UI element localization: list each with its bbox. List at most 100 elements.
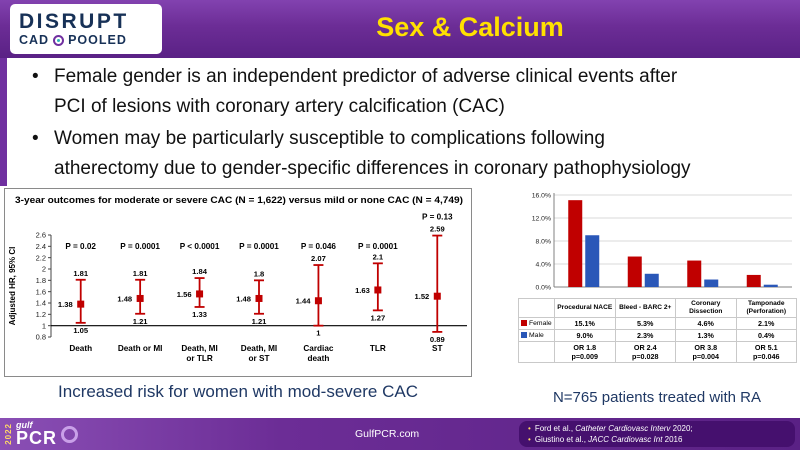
hr-marker — [314, 297, 322, 305]
left-accent-strip — [0, 58, 7, 186]
bullet-text-line: Women may be particularly susceptible to… — [54, 128, 605, 149]
bar-chart-figure: 16.0% 12.0% 8.0% 4.0% 0.0% Procedural NACE Bl… — [518, 189, 797, 363]
y-tick-label: 1.2 — [36, 310, 46, 319]
odds-ratio-cell: OR 3.8 p=0.004 — [675, 340, 737, 363]
category-header-cell: Tamponade (Perforation) — [735, 298, 797, 318]
bullet-list: Female gender is an independent predicto… — [30, 62, 792, 186]
logo-year-text: 2022 — [4, 423, 13, 445]
value-cell: 4.6% — [675, 316, 737, 330]
value-cell: 2.1% — [735, 316, 797, 330]
y-tick-label: 1.8 — [36, 276, 46, 285]
y-tick-label: 2.6 — [36, 231, 46, 240]
p-value-label: P = 0.13 — [422, 213, 453, 222]
category-label: Death, MI — [181, 344, 217, 353]
ci-upper-label: 2.1 — [373, 252, 384, 261]
ci-lower-label: 1 — [316, 329, 321, 338]
value-cell: 1.3% — [675, 328, 737, 342]
y-tick-label: 16.0% — [532, 192, 551, 199]
bullet-text-line: PCI of lesions with coronary artery calc… — [54, 96, 505, 117]
y-tick-label: 0.8 — [36, 333, 46, 342]
reference-journal: JACC Cardiovasc Int — [588, 435, 663, 444]
category-label: ST — [432, 344, 442, 353]
legend-swatch-icon — [521, 320, 527, 327]
odds-ratio-cell: OR 1.8 p=0.009 — [554, 340, 616, 363]
bar-chart-data-table-wrap: Procedural NACE Bleed - BARC 2+ Coronary D… — [518, 298, 797, 363]
bullet-text-line: Female gender is an independent predicto… — [54, 66, 678, 87]
logo-cad-text: CAD — [19, 33, 50, 48]
hr-marker — [196, 290, 204, 298]
male-bar — [704, 279, 719, 287]
forest-y-axis-label: Adjusted HR, 95% CI — [8, 247, 17, 326]
forest-plot-figure: 3-year outcomes for moderate or severe C… — [4, 188, 472, 377]
p-value-label: P = 0.02 — [65, 242, 96, 251]
logo-gulf-text: gulf — [16, 420, 33, 431]
female-bar — [627, 256, 642, 287]
category-label: Cardiac — [303, 344, 333, 353]
hr-value-label: 1.44 — [296, 297, 312, 306]
p-value-label: P = 0.0001 — [239, 242, 279, 251]
hr-marker — [77, 300, 85, 308]
female-bar — [568, 200, 583, 287]
bullet-text-line: atherectomy due to gender-specific diffe… — [54, 158, 691, 179]
reference-item: Giustino et al., JACC Cardiovasc Int 201… — [528, 434, 786, 445]
category-label: or ST — [249, 354, 270, 363]
or-blank-cell — [518, 340, 555, 363]
hr-value-label: 1.38 — [58, 300, 73, 309]
forest-title: 3-year outcomes for moderate or severe C… — [15, 195, 463, 205]
ci-lower-label: 1.27 — [370, 313, 385, 322]
value-cell: 15.1% — [554, 316, 616, 330]
logo-pcr-text: PCR — [16, 428, 58, 449]
legend-cell: Male — [518, 328, 555, 342]
references-box: Ford et al., Catheter Cardiovasc Interv … — [519, 421, 795, 447]
y-tick-label: 2 — [42, 265, 46, 274]
y-tick-label: 12.0% — [532, 215, 551, 222]
reference-suffix: 2020; — [670, 424, 693, 433]
y-tick-label: 0.0% — [536, 284, 552, 291]
table-corner-cell — [518, 298, 555, 318]
category-header-cell: Bleed - BARC 2+ — [614, 298, 676, 318]
y-tick-label: 2.2 — [36, 253, 46, 262]
reference-suffix: 2016 — [662, 435, 683, 444]
logo-cad-pooled-row: CAD POOLED — [19, 33, 162, 47]
value-cell: 0.4% — [735, 328, 797, 342]
bar-chart-svg: 16.0% 12.0% 8.0% 4.0% 0.0% — [532, 192, 792, 291]
ci-upper-label: 1.84 — [192, 267, 208, 276]
category-label: TLR — [370, 344, 386, 353]
ci-upper-label: 1.81 — [133, 269, 149, 278]
value-cell: 9.0% — [554, 328, 616, 342]
odds-ratio-cell: OR 5.1 p=0.046 — [735, 340, 797, 363]
hr-value-label: 1.48 — [236, 294, 251, 303]
value-cell: 2.3% — [614, 328, 676, 342]
p-value-label: P = 0.0001 — [120, 242, 160, 251]
p-value-label: P = 0.046 — [301, 242, 337, 251]
ci-upper-label: 1.81 — [73, 269, 89, 278]
forest-plot-caption: Increased risk for women with mod-severe… — [58, 382, 418, 401]
female-bar — [687, 260, 702, 287]
reference-prefix: Giustino et al., — [534, 435, 589, 444]
reference-journal: Catheter Cardiovasc Interv — [575, 424, 671, 433]
y-tick-label: 8.0% — [536, 238, 552, 245]
y-tick-label: 4.0% — [536, 261, 552, 268]
category-label: Death, MI — [241, 344, 277, 353]
ci-lower-label: 1.33 — [192, 310, 207, 319]
female-bar — [746, 274, 761, 287]
p-value-label: P < 0.0001 — [180, 242, 220, 251]
ci-upper-label: 1.8 — [254, 269, 265, 278]
gulfpcr-logo: 2022 gulf PCR — [4, 419, 79, 449]
legend-cell: Female — [518, 316, 555, 330]
bar-chart-caption: N=765 patients treated with RA — [552, 389, 762, 406]
header-bar: DISRUPT CAD POOLED Sex & Calcium — [0, 0, 800, 58]
bullet-item: Female gender is an independent predicto… — [30, 62, 792, 122]
forest-plot-svg: 3-year outcomes for moderate or severe C… — [8, 195, 467, 363]
y-tick-label: 2.4 — [36, 242, 46, 251]
logo-disrupt-text: DISRUPT — [19, 9, 129, 33]
disrupt-cad-pooled-logo: DISRUPT CAD POOLED — [10, 4, 162, 54]
gulfpcr-emblem-icon — [61, 425, 79, 443]
male-bar — [644, 273, 659, 287]
footer-bar: 2022 gulf PCR GulfPCR.com Ford et al., C… — [0, 418, 800, 450]
male-bar — [763, 284, 778, 287]
logo-gulf-pcr-stack: gulf PCR — [16, 420, 58, 449]
hr-marker — [374, 286, 382, 294]
hr-marker — [433, 292, 441, 300]
